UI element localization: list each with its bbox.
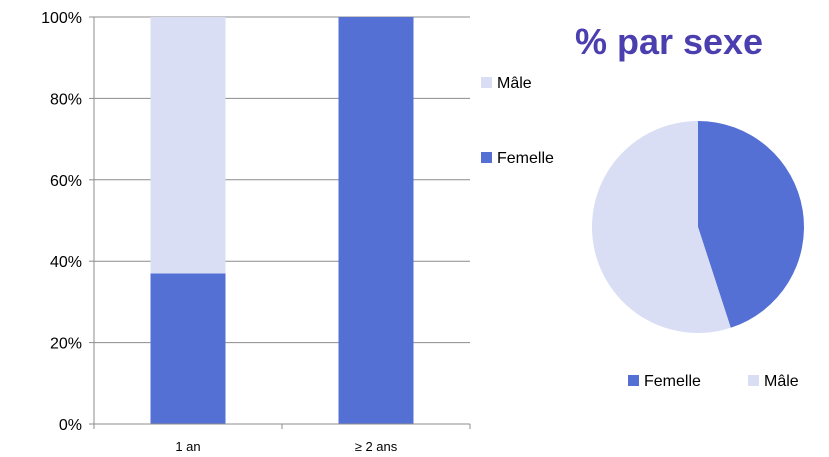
bars	[150, 17, 414, 424]
legend-label-femelle: Femelle	[497, 150, 554, 167]
pie-slice-femelle	[698, 121, 804, 328]
pie-legend-swatch-m-le	[748, 375, 759, 386]
x-tick-label: ≥ 2 ans	[355, 439, 398, 454]
pie-legend-label-femelle: Femelle	[644, 373, 701, 390]
x-tick-label: 1 an	[175, 439, 200, 454]
y-tick-label: 60%	[50, 173, 82, 190]
pie-slices	[592, 121, 804, 333]
y-tick-label: 20%	[50, 336, 82, 353]
pie-legend-label-m-le: Mâle	[764, 373, 799, 390]
stacked-bar-chart: 0% 20% 40% 60% 80% 100% 1 an ≥ 2 ans Mâle Femel…	[41, 10, 554, 454]
pie-legend-swatch-femelle	[628, 375, 639, 386]
y-tick-label: 0%	[59, 417, 82, 434]
pie-chart: % par sexe Femelle Mâle	[575, 21, 804, 390]
y-tick-label: 100%	[41, 10, 82, 27]
pie-legend: Femelle Mâle	[628, 373, 799, 390]
legend-swatch-femelle	[481, 152, 492, 163]
y-tick-label: 40%	[50, 254, 82, 271]
axes	[93, 17, 471, 429]
y-tick-label: 80%	[50, 91, 82, 108]
legend-swatch-m-le	[481, 77, 492, 88]
bar-legend: Mâle Femelle	[481, 75, 554, 167]
legend-label-m-le: Mâle	[497, 75, 532, 92]
pie-slice-m-le	[592, 121, 731, 333]
x-tick-labels: 1 an ≥ 2 ans	[175, 439, 397, 454]
y-tick-labels: 0% 20% 40% 60% 80% 100%	[41, 10, 82, 434]
bar-m-le-1-an	[150, 17, 226, 274]
bar-femelle-2-ans	[338, 17, 414, 424]
bar-femelle-1-an	[150, 273, 226, 424]
pie-title: % par sexe	[575, 21, 763, 62]
